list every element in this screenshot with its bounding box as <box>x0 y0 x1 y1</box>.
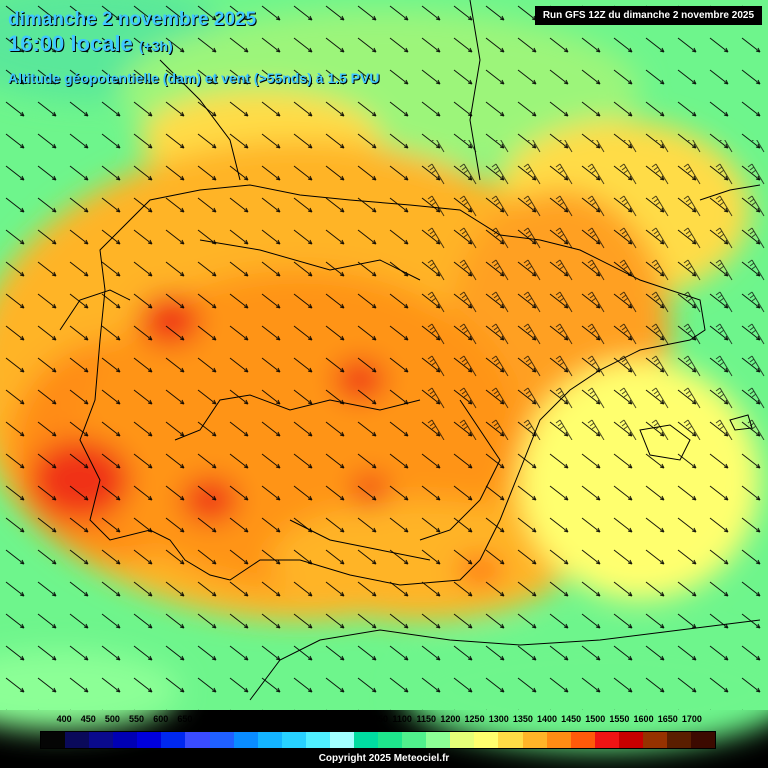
legend-swatch <box>402 732 427 748</box>
legend-swatch <box>642 732 668 748</box>
legend-value: 1600 <box>633 714 654 724</box>
legend-swatch <box>329 732 355 748</box>
legend-swatch <box>618 732 643 748</box>
legend-value: 1650 <box>657 714 678 724</box>
forecast-time: 16:00 locale (+3h) <box>8 31 173 57</box>
legend-swatch <box>667 732 692 748</box>
legend-value: 1450 <box>561 714 582 724</box>
legend-value: 850 <box>273 714 289 724</box>
run-info-box: Run GFS 12Z du dimanche 2 novembre 2025 <box>534 6 762 25</box>
legend-value: 750 <box>225 714 241 724</box>
legend-swatch <box>185 732 210 748</box>
legend-value: 1200 <box>440 714 461 724</box>
legend-value: 550 <box>129 714 145 724</box>
legend-swatch <box>65 732 90 748</box>
legend-value: 500 <box>104 714 120 724</box>
legend-value: 1050 <box>367 714 389 724</box>
legend-swatch <box>41 732 66 748</box>
legend-value: 950 <box>322 714 338 724</box>
legend-swatch <box>691 732 716 748</box>
legend-swatch <box>594 732 619 748</box>
legend-swatch <box>450 732 475 748</box>
legend-swatch <box>354 732 379 748</box>
legend-swatch <box>89 732 114 748</box>
legend-value: 650 <box>177 714 193 724</box>
forecast-date: dimanche 2 novembre 2025 <box>8 9 257 30</box>
legend-value: 1350 <box>512 714 533 724</box>
legend-value: 700 <box>201 714 217 724</box>
legend-value: 1150 <box>416 714 437 724</box>
legend-swatch <box>546 732 571 748</box>
legend-swatch <box>281 732 306 748</box>
legend-swatch <box>522 732 547 748</box>
legend-swatch <box>137 732 162 748</box>
legend-value: 1250 <box>464 714 485 724</box>
legend-swatch <box>498 732 523 748</box>
legend-value: 450 <box>80 714 96 724</box>
legend-swatch <box>209 732 234 748</box>
legend-value: 1700 <box>681 714 702 724</box>
legend-value: 1300 <box>488 714 509 724</box>
legend-labels: 400 450 500 550 600 650 700 750 800 850 900 950 1000… <box>40 714 716 728</box>
legend-value: 900 <box>298 714 314 724</box>
legend-swatch <box>474 732 499 748</box>
legend-swatch <box>257 732 282 748</box>
legend-value: 800 <box>249 714 265 724</box>
legend-value: 400 <box>56 714 72 724</box>
legend-value: 1500 <box>585 714 606 724</box>
legend-swatch <box>305 732 330 748</box>
legend-value: 1400 <box>536 714 558 724</box>
time-offset: (+3h) <box>138 38 173 54</box>
legend-swatch <box>570 732 595 748</box>
legend-value: 1100 <box>392 714 412 724</box>
legend-swatch <box>113 732 138 748</box>
legend-swatch <box>233 732 258 748</box>
map-subtitle: Altitude géopotentielle (dam) et vent (>… <box>8 70 380 86</box>
legend-value: 1000 <box>343 714 364 724</box>
legend-value: 600 <box>153 714 169 724</box>
legend-swatch <box>426 732 451 748</box>
legend-swatch <box>378 732 403 748</box>
legend-swatch <box>161 732 186 748</box>
coastlines-and-borders <box>59 0 761 701</box>
legend-value: 1550 <box>609 714 630 724</box>
legend-colorbar <box>40 731 716 749</box>
local-time: 16:00 locale <box>8 31 133 56</box>
copyright: Copyright 2025 Meteociel.fr <box>318 753 450 764</box>
